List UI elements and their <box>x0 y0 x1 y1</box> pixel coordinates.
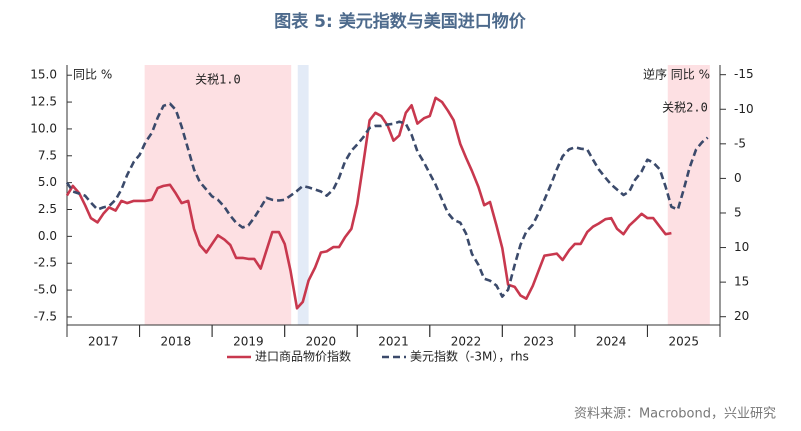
y-tick-label: -5.0 <box>34 283 57 297</box>
y2-tick-label: -15 <box>734 67 754 81</box>
y-tick-label: -2.5 <box>34 256 57 270</box>
legend-label: 美元指数（-3M），rhs <box>410 349 529 364</box>
y2-tick-label: -5 <box>734 136 746 150</box>
x-tick-label: 2019 <box>233 335 264 349</box>
series-line <box>65 96 672 310</box>
y-tick-label: -7.5 <box>34 309 57 323</box>
source: 资料来源：Macrobond，兴业研究 <box>574 407 776 422</box>
annotation: 关税1.0 <box>195 73 241 87</box>
shaded-region <box>144 65 292 325</box>
y2-axis-label: 逆序 同比 % <box>643 67 710 82</box>
x-tick-label: 2023 <box>523 335 554 349</box>
x-tick-label: 2018 <box>161 335 192 349</box>
y-tick-label: 15.0 <box>30 68 57 82</box>
shaded-region <box>297 65 309 325</box>
y2-tick-label: 0 <box>734 171 742 185</box>
x-tick-label: 2021 <box>378 335 409 349</box>
x-tick-label: 2020 <box>306 335 337 349</box>
y-tick-label: 5.0 <box>38 175 57 189</box>
y-axis-label: 同比 % <box>73 68 112 82</box>
chart-title: 图表 5: 美元指数与美国进口物价 <box>274 11 526 32</box>
series-line <box>65 102 709 298</box>
y-tick-label: 12.5 <box>30 95 57 109</box>
annotation: 关税2.0 <box>662 101 708 115</box>
y-tick-label: 10.0 <box>30 121 57 135</box>
shaded-region <box>667 65 710 325</box>
x-tick-label: 2025 <box>668 335 699 349</box>
y-tick-label: 7.5 <box>38 148 57 162</box>
x-tick-label: 2024 <box>596 335 627 349</box>
y2-tick-label: 15 <box>734 275 749 289</box>
y2-tick-label: 5 <box>734 205 742 219</box>
x-tick-label: 2022 <box>451 335 482 349</box>
legend-label: 进口商品物价指数 <box>255 349 351 364</box>
y2-tick-label: 10 <box>734 240 749 254</box>
y-tick-label: 0.0 <box>38 229 57 243</box>
y2-tick-label: 20 <box>734 309 749 323</box>
x-tick-label: 2017 <box>88 335 119 349</box>
y2-tick-label: -10 <box>734 102 754 116</box>
y-tick-label: 2.5 <box>38 202 57 216</box>
